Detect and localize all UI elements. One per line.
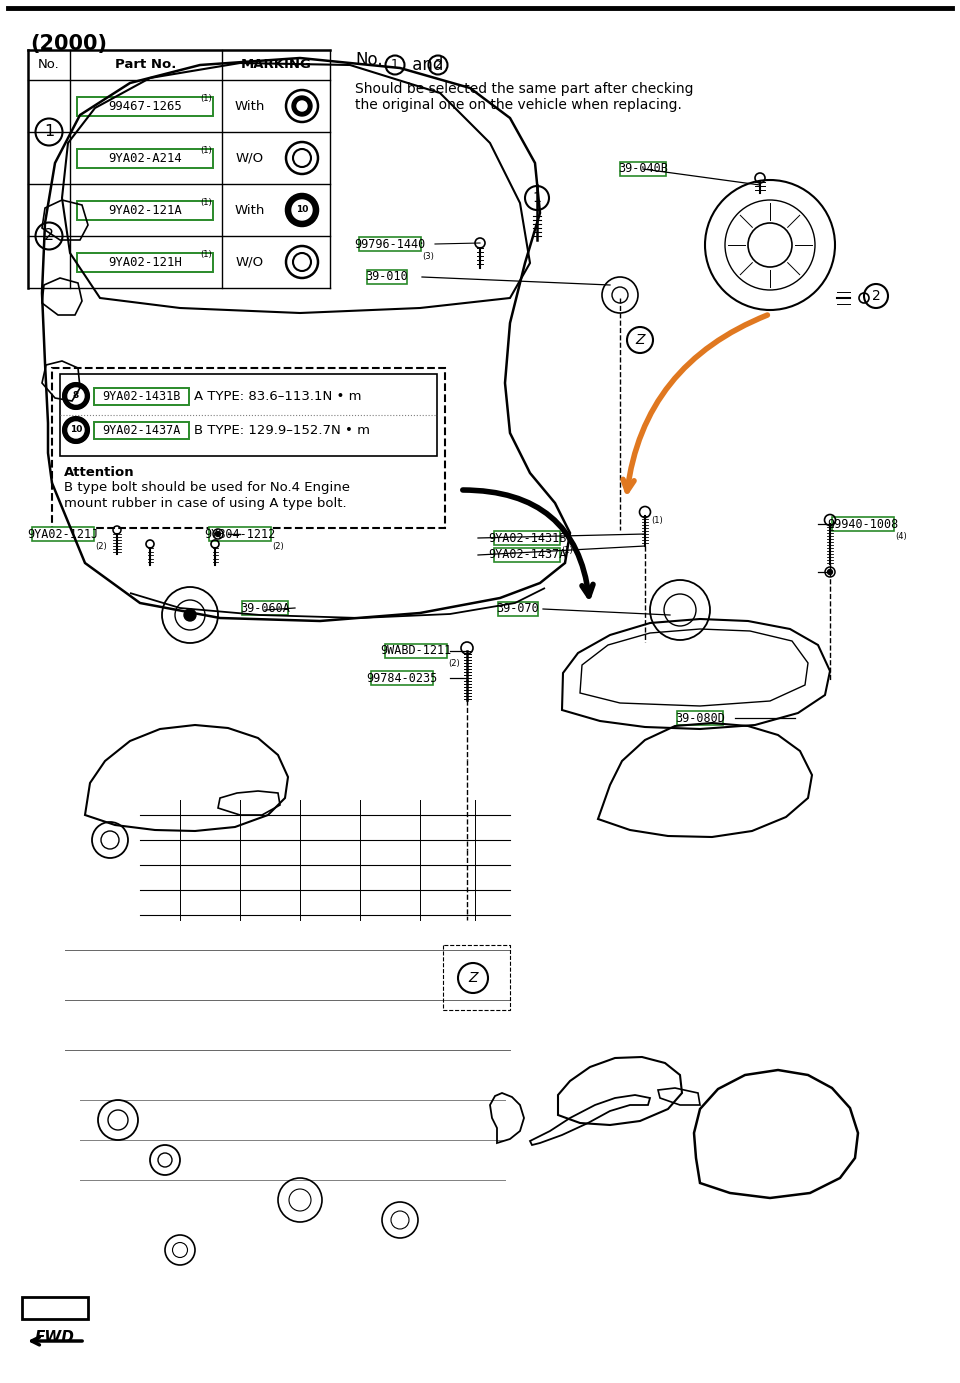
Text: Should be selected the same part after checking: Should be selected the same part after c… [355, 82, 693, 95]
Text: (2): (2) [272, 542, 283, 552]
Text: (1): (1) [562, 546, 573, 555]
Circle shape [68, 422, 84, 438]
Bar [77, 97, 213, 116]
Text: Z: Z [636, 333, 645, 347]
Text: No.: No. [355, 51, 383, 69]
Text: 39-080D: 39-080D [675, 711, 725, 725]
Circle shape [828, 570, 832, 574]
Bar [94, 422, 189, 438]
Text: With: With [235, 100, 265, 112]
Text: B type bolt should be used for No.4 Engine: B type bolt should be used for No.4 Engi… [64, 481, 350, 494]
Text: With: With [235, 203, 265, 217]
Text: 9YB04-1212: 9YB04-1212 [204, 527, 276, 541]
Text: W/O: W/O [236, 256, 264, 268]
Text: 39-070: 39-070 [496, 603, 540, 615]
Text: 9YA02-1431B: 9YA02-1431B [103, 390, 180, 402]
Bar [209, 527, 271, 541]
Circle shape [68, 389, 84, 404]
Bar [493, 548, 561, 563]
Text: Z: Z [468, 971, 478, 985]
Text: (3): (3) [421, 252, 434, 261]
Text: 99796-1440: 99796-1440 [354, 238, 425, 250]
Bar [77, 201, 213, 220]
Text: B TYPE: 129.9–152.7N • m: B TYPE: 129.9–152.7N • m [194, 423, 370, 437]
Text: 1: 1 [391, 58, 399, 72]
Text: 39-060A: 39-060A [240, 602, 290, 614]
Circle shape [215, 531, 221, 537]
Bar [372, 671, 433, 685]
Text: 9YA02-121J: 9YA02-121J [28, 527, 99, 541]
Text: 1: 1 [44, 124, 54, 140]
Bar [242, 600, 288, 615]
Circle shape [292, 201, 312, 220]
Text: 10: 10 [296, 206, 308, 214]
Text: (1): (1) [201, 94, 212, 104]
Text: (2000): (2000) [30, 35, 107, 54]
Text: (2): (2) [95, 542, 107, 552]
Bar [367, 270, 407, 285]
Text: 9YA02-1437A: 9YA02-1437A [488, 549, 566, 561]
Bar [385, 643, 446, 658]
Bar [77, 253, 213, 271]
Circle shape [184, 609, 196, 621]
Circle shape [286, 194, 318, 225]
Text: 99940-1008: 99940-1008 [828, 517, 899, 531]
Bar [22, 1297, 88, 1319]
Text: W/O: W/O [236, 152, 264, 165]
Text: 2: 2 [44, 228, 54, 243]
Text: 39-010: 39-010 [366, 271, 408, 284]
Text: 8: 8 [73, 391, 79, 401]
Circle shape [63, 383, 89, 409]
Text: Part No.: Part No. [115, 58, 177, 72]
Text: (2): (2) [447, 660, 460, 668]
Text: 9YA02-1437A: 9YA02-1437A [103, 423, 180, 437]
Text: 9YA02-121H: 9YA02-121H [108, 256, 181, 268]
Text: and: and [407, 55, 448, 75]
Circle shape [63, 418, 89, 443]
Bar [498, 602, 538, 617]
Text: 39-040B: 39-040B [618, 162, 668, 176]
Text: Attention: Attention [64, 466, 134, 479]
Bar [359, 236, 420, 252]
Text: 2: 2 [872, 289, 880, 303]
Bar [52, 368, 445, 528]
Circle shape [297, 101, 307, 111]
Bar [832, 517, 894, 531]
Circle shape [292, 95, 312, 116]
Text: 9YA02-1431B: 9YA02-1431B [488, 531, 566, 545]
Text: (4): (4) [895, 532, 906, 541]
Bar [33, 527, 94, 541]
Bar [677, 711, 723, 725]
Bar [60, 373, 437, 456]
Text: MARKING: MARKING [241, 58, 311, 72]
Text: (1): (1) [651, 516, 662, 526]
Text: mount rubber in case of using A type bolt.: mount rubber in case of using A type bol… [64, 496, 347, 510]
Text: 1: 1 [533, 191, 541, 205]
Text: 2: 2 [434, 58, 442, 72]
Text: 10: 10 [70, 426, 83, 434]
Text: No.: No. [38, 58, 60, 72]
Text: A TYPE: 83.6–113.1N • m: A TYPE: 83.6–113.1N • m [194, 390, 362, 402]
Bar [94, 387, 189, 404]
Text: 9YA02-A214: 9YA02-A214 [108, 152, 181, 165]
Text: 99784-0235: 99784-0235 [367, 672, 438, 685]
Text: the original one on the vehicle when replacing.: the original one on the vehicle when rep… [355, 98, 682, 112]
Text: 9YA02-121A: 9YA02-121A [108, 203, 181, 217]
Text: 99467-1265: 99467-1265 [108, 100, 181, 112]
Text: 9WABD-1211: 9WABD-1211 [380, 644, 451, 657]
Bar [620, 162, 665, 176]
Text: FWD: FWD [36, 1330, 75, 1346]
Text: (1): (1) [201, 147, 212, 155]
Bar [77, 148, 213, 167]
Bar [493, 531, 561, 545]
Text: (1): (1) [201, 199, 212, 207]
Text: (1): (1) [201, 250, 212, 260]
